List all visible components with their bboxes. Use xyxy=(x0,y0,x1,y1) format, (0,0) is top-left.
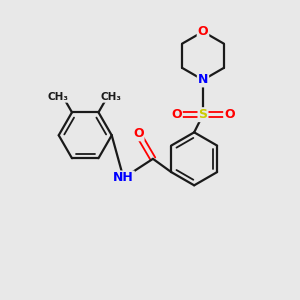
Text: N: N xyxy=(198,74,208,86)
Text: O: O xyxy=(133,127,143,140)
Text: O: O xyxy=(198,25,208,38)
Text: O: O xyxy=(224,108,235,121)
Text: CH₃: CH₃ xyxy=(47,92,68,102)
Text: O: O xyxy=(171,108,182,121)
Text: NH: NH xyxy=(113,172,134,184)
Text: CH₃: CH₃ xyxy=(100,92,122,102)
Text: S: S xyxy=(199,108,208,121)
